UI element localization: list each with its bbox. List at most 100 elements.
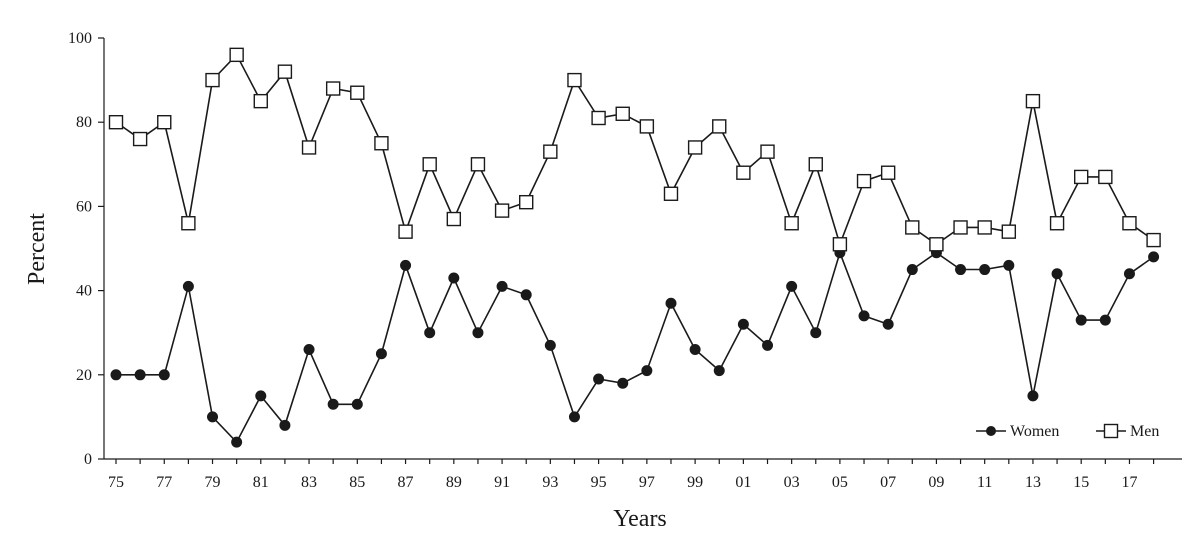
data-point-women	[979, 264, 991, 276]
y-ticks: 0 20 40 60 80 100	[68, 30, 104, 468]
data-point-women	[303, 344, 315, 356]
x-tick-label: 03	[784, 474, 800, 491]
x-tick-label: 09	[928, 474, 944, 491]
data-point-women	[1051, 268, 1063, 280]
data-point-women	[520, 289, 532, 301]
x-tick-label: 87	[398, 474, 414, 491]
y-tick-label: 80	[76, 114, 92, 131]
data-point-women	[375, 348, 387, 360]
data-point-women	[665, 297, 677, 309]
y-tick-label: 0	[84, 451, 92, 468]
data-point-men	[905, 220, 920, 235]
data-point-men	[325, 81, 341, 96]
data-point-men	[132, 131, 148, 147]
x-tick-label: 75	[108, 474, 124, 491]
x-tick-label: 13	[1025, 474, 1041, 491]
data-point-women	[689, 344, 701, 356]
data-point-men	[856, 173, 872, 189]
x-tick-label: 93	[542, 474, 558, 491]
data-point-women	[255, 390, 267, 402]
x-tick-label: 01	[735, 474, 751, 491]
data-point-men	[567, 72, 582, 88]
x-tick-label: 77	[156, 474, 172, 491]
legend-label-men: Men	[1130, 423, 1159, 440]
data-point-men	[639, 119, 655, 134]
legend-label-women: Women	[1010, 423, 1059, 440]
axes	[103, 38, 1182, 460]
data-point-men	[1001, 224, 1017, 239]
data-point-men	[977, 220, 992, 235]
x-axis-title: Years	[613, 506, 667, 532]
y-tick-label: 40	[76, 283, 92, 300]
legend-marker-women	[986, 426, 996, 436]
data-point-men	[880, 165, 896, 180]
data-point-men	[663, 186, 679, 201]
series-men-points	[108, 47, 1161, 252]
data-point-women	[544, 339, 556, 351]
data-point-men	[398, 224, 413, 239]
data-point-men	[1098, 169, 1113, 185]
data-point-men	[519, 194, 534, 210]
x-tick-label: 11	[977, 474, 992, 491]
data-point-women	[955, 264, 967, 276]
data-point-women	[1075, 314, 1087, 326]
data-point-women	[713, 365, 725, 377]
data-point-women	[617, 377, 629, 389]
data-point-women	[110, 369, 122, 381]
data-point-men	[736, 165, 751, 180]
y-axis-title: Percent	[24, 213, 50, 285]
x-tick-label: 91	[494, 474, 510, 491]
data-point-men	[543, 144, 558, 159]
data-point-women	[400, 259, 412, 271]
x-tick-label: 99	[687, 474, 703, 491]
data-point-women	[472, 327, 484, 339]
x-tick-label: 83	[301, 474, 317, 491]
x-tick-label: 81	[253, 474, 269, 491]
data-point-men	[1073, 169, 1089, 185]
legend: Women Men	[976, 423, 1159, 440]
data-point-men	[784, 216, 799, 231]
data-point-women	[496, 280, 508, 292]
data-point-men	[494, 203, 510, 218]
data-point-men	[253, 93, 268, 109]
data-point-men	[181, 216, 196, 231]
x-tick-label: 15	[1073, 474, 1089, 491]
data-point-men	[1146, 232, 1161, 248]
x-tick-label: 05	[832, 474, 848, 491]
data-point-men	[108, 114, 124, 130]
data-point-women	[207, 411, 219, 423]
x-tick-label: 79	[205, 474, 221, 491]
data-point-women	[327, 398, 339, 410]
series-men-line	[115, 53, 1155, 247]
data-point-women	[786, 280, 798, 292]
data-point-women	[810, 327, 822, 339]
data-point-women	[134, 369, 146, 381]
data-point-women	[424, 327, 436, 339]
x-tick-label: 17	[1121, 474, 1137, 491]
data-point-women	[182, 280, 194, 292]
legend-marker-men	[1103, 423, 1119, 439]
data-point-women	[1003, 259, 1015, 271]
data-point-women	[1148, 251, 1160, 263]
legend-item-women: Women	[976, 423, 1059, 440]
data-point-men	[422, 157, 437, 172]
data-point-women	[858, 310, 870, 322]
data-point-women	[906, 264, 918, 276]
y-tick-label: 60	[76, 198, 92, 215]
data-point-women	[882, 318, 894, 330]
x-tick-label: 89	[446, 474, 462, 491]
data-point-men	[929, 237, 944, 252]
data-point-men	[832, 237, 848, 252]
data-point-men	[1025, 93, 1041, 109]
x-ticks: 75 77 79 81 83 85 87 89 91 93 95 97 99 01 03 05 07 09 11 13…	[108, 459, 1155, 491]
series-women-points	[110, 247, 1160, 448]
data-point-women	[593, 373, 605, 385]
data-point-women	[1123, 268, 1135, 280]
y-tick-label: 100	[68, 30, 92, 47]
data-point-men	[1049, 216, 1065, 231]
data-point-men	[953, 220, 968, 235]
y-tick-label: 20	[76, 367, 92, 384]
data-point-men	[374, 136, 389, 151]
data-point-women	[448, 272, 460, 284]
